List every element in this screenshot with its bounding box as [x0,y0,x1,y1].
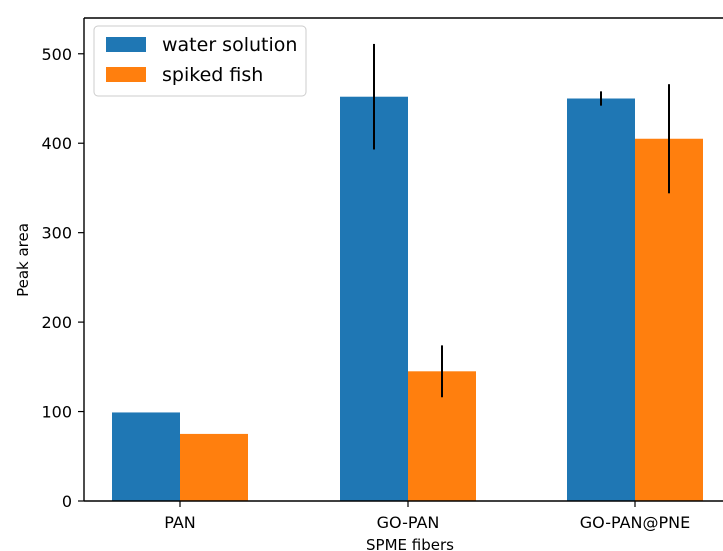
bar-water-solution-go-pan-pne [567,98,635,501]
bar-water-solution-pan [112,412,180,501]
bar-water-solution-go-pan [340,96,408,501]
y-tick-label: 100 [41,403,72,422]
legend-frame [93,25,307,97]
x-axis-title: SPME fibers [366,536,454,551]
y-tick-label: 500 [41,45,72,64]
x-tick-label: GO-PAN [377,513,440,532]
y-tick-label: 0 [62,492,72,511]
legend-label-water-solution: water solution [162,34,297,56]
y-axis-title: Peak area [14,223,32,297]
y-tick-label: 400 [41,134,72,153]
y-tick-label: 200 [41,313,72,332]
error-bars-layer [373,43,670,398]
y-tick-label: 300 [41,224,72,243]
bar-spiked-fish-pan [180,433,248,501]
legend-swatch-spiked-fish [106,67,146,82]
legend-swatch-water-solution [106,37,146,52]
bar-spiked-fish-go-pan-pne [635,138,703,501]
y-ticks: 0 100 200 300 400 500 [41,45,84,511]
x-ticks: PAN GO-PAN GO-PAN@PNE [164,501,690,532]
x-tick-label: PAN [164,513,196,532]
x-tick-label: GO-PAN@PNE [580,513,690,532]
legend-label-spiked-fish: spiked fish [162,64,263,86]
legend: water solution spiked fish [93,25,307,97]
bars-layer [112,96,703,501]
